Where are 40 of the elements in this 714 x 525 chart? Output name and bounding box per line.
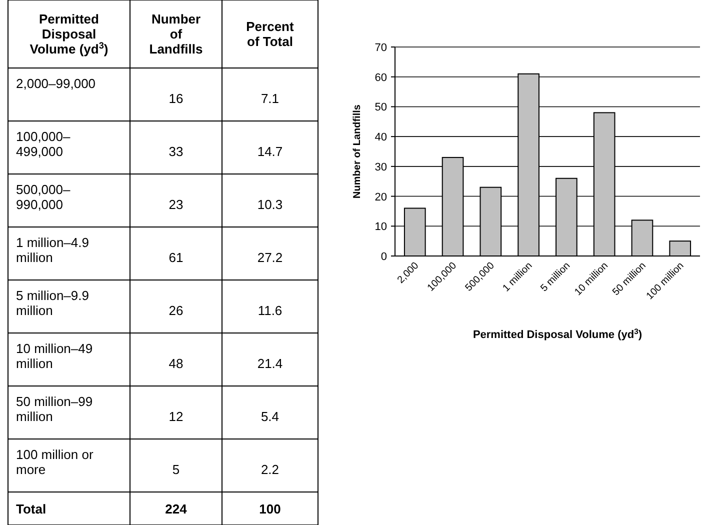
text: 16 [168,91,184,106]
x-axis-title: Permitted Disposal Volume (yd$^{3}$) [472,326,642,341]
text: 10.3 [257,197,283,212]
text: Permitted Disposal Volume (yd$^{3}$) [30,12,108,56]
y-tick-label: 10 [374,221,387,234]
y-tick-label: 20 [374,191,387,204]
text: 7.1 [260,91,280,106]
y-tick-label: 40 [374,132,387,144]
text: 26 [168,303,184,318]
text: 14.7 [257,144,283,159]
text: 48 [168,356,184,371]
text: 11.6 [258,303,282,318]
text: 10 million–49 million [16,341,93,371]
text: 5 million–9.9 million [16,288,89,318]
text: 5 [172,462,180,477]
text: Number of Landfills [149,12,203,56]
text: 27.2 [257,250,283,265]
text: 2.2 [260,462,280,477]
text: 50 million–99 million [16,394,93,424]
text: 100 [259,502,281,516]
text: 21.4 [257,356,283,371]
y-tick-label: 60 [374,72,387,84]
text: 12 [168,409,184,424]
y-tick-label: 0 [380,251,387,263]
text: 100 million or more [16,447,94,477]
y-tick-label: 70 [374,42,387,54]
y-tick-label: 50 [374,102,387,114]
y-tick-label: 30 [374,161,387,174]
text: 2,000–99,000 [16,76,96,91]
text: 224 [165,502,188,516]
text: 500,000–990,000 [16,182,71,212]
text: 100,000–499,000 [16,129,71,159]
y-axis-title: Number of Landfills [352,104,363,198]
text: 23 [168,197,184,212]
text: 5.4 [260,409,280,424]
text: 33 [168,144,184,159]
text: 61 [168,250,184,265]
text: Total [16,502,46,516]
text: 1 million–4.9 million [16,235,89,265]
text: Percent of Total [246,19,295,49]
